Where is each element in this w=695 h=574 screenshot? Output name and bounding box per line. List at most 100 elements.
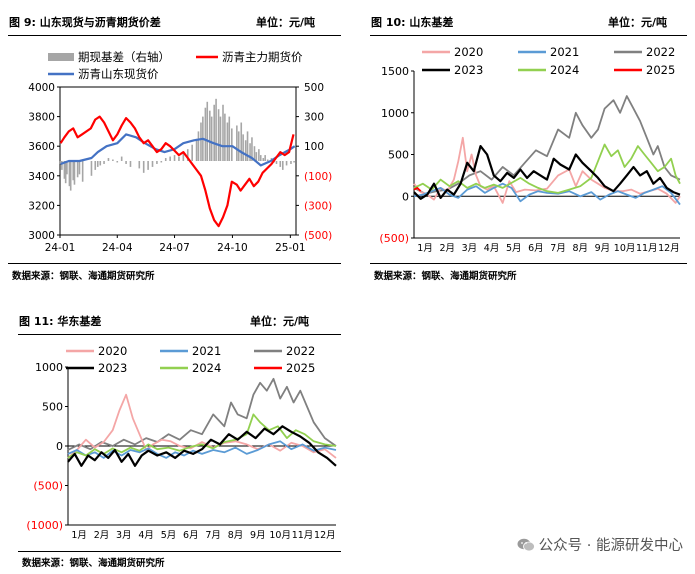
fig10-xtick-label: 6月	[528, 243, 544, 254]
figure-11-chart: 2020 2021 2022 2023 2024 2025 1000 500 0 (500) (10…	[26, 344, 337, 541]
fig10-xtick-label: 9月	[595, 243, 611, 254]
fig11-xtick-label: 4月	[138, 530, 154, 541]
figure-9-title-rule	[8, 35, 341, 36]
fig10-series-2023	[413, 144, 681, 200]
watermark-text: 公众号 · 能源研发中心	[538, 538, 683, 554]
figure-11-title: 图 11: 华东基差	[19, 315, 102, 328]
fig11-xtick-label: 8月	[228, 530, 244, 541]
fig9-basis-bar	[253, 146, 256, 161]
fig9-basis-bar	[169, 156, 171, 161]
fig11-xtick-label: 6月	[183, 530, 199, 541]
fig9-basis-bar	[73, 161, 76, 185]
account-watermark: 公众号 · 能源研发中心	[517, 534, 683, 555]
fig9-basis-bar	[81, 161, 84, 182]
fig9-basis-bar	[244, 140, 247, 161]
fig10-ytick-label: 0	[402, 190, 409, 203]
fig11-xtick-label: 5月	[161, 530, 177, 541]
fig9-basis-bar	[228, 116, 231, 161]
fig9-basis-bar	[222, 104, 224, 161]
figure-10-bottom-rule	[370, 263, 687, 264]
fig9-basis-bar	[178, 156, 180, 161]
fig10-xtick-label: 12月	[658, 243, 680, 254]
fig9-basis-bar	[156, 161, 158, 164]
fig9-basis-bar	[215, 98, 217, 161]
fig9-basis-bar	[112, 159, 114, 161]
fig10-xtick-label: 3月	[462, 243, 478, 254]
fig10-series-2020	[413, 136, 681, 204]
fig10-ytick-label: 1500	[381, 65, 409, 78]
fig11-xtick-label: 11月	[292, 530, 314, 541]
fig11-ytick-label: (1000)	[26, 519, 63, 532]
fig9-xtick-label: 24-10	[217, 242, 248, 254]
fig9-basis-bar	[116, 161, 119, 163]
fig11-xtick-label: 12月	[314, 530, 336, 541]
fig9-basis-bar	[182, 152, 185, 161]
fig9-basis-bar	[64, 161, 67, 184]
fig9-y2tick-label: (300)	[304, 200, 332, 212]
fig9-basis-bar	[59, 161, 62, 164]
fig10-series-2025	[413, 186, 422, 192]
fig9-futures-line	[59, 115, 295, 228]
figure-10-panel: 图 10: 山东基差 单位：元/吨 2020 2021 2022 2023 2024 20…	[350, 0, 695, 290]
fig10-xtick-label: 10月	[614, 243, 636, 254]
fig9-basis-bar	[240, 122, 243, 161]
fig9-basis-bar	[61, 161, 63, 170]
fig9-basis-bar	[120, 156, 123, 161]
fig11-ytick-label: 0	[56, 440, 63, 453]
fig9-basis-bar	[206, 101, 209, 161]
fig11-legend-2023-label: 2023	[98, 361, 127, 375]
fig9-basis-bar	[197, 131, 200, 161]
fig10-xtick-label: 8月	[572, 243, 588, 254]
fig9-ytick-label: 3000	[28, 230, 55, 242]
fig9-basis-bar	[204, 107, 207, 161]
fig9-basis-bar	[231, 128, 233, 161]
figure-11-title-rule	[18, 334, 341, 335]
fig11-series-2024	[67, 413, 337, 459]
fig10-xtick-label: 2月	[439, 243, 455, 254]
fig9-basis-bar	[173, 155, 176, 161]
fig10-xtick-label: 7月	[550, 243, 566, 254]
fig11-xtick-label: 9月	[250, 530, 266, 541]
fig10-ytick-label: 500	[388, 149, 409, 162]
fig9-basis-bar	[63, 161, 66, 179]
fig9-basis-bar	[224, 113, 226, 161]
fig9-xtick-label: 24-04	[102, 242, 133, 254]
fig9-ytick-label: 3600	[28, 141, 55, 153]
fig9-basis-bar	[191, 144, 193, 161]
fig9-y2tick-label: (500)	[304, 230, 332, 242]
fig10-series-2024	[413, 143, 681, 194]
figure-9-bottom-rule	[8, 263, 341, 264]
figure-11-source: 数据来源：钢联、海通期货研究所	[22, 558, 165, 569]
figure-10-title-rule	[370, 35, 687, 36]
fig9-basis-bar	[279, 161, 282, 167]
fig11-legend-2025-label: 2025	[286, 361, 315, 375]
fig9-ytick-label: 3200	[28, 200, 55, 212]
fig9-basis-bar	[290, 161, 292, 164]
fig11-series-2022	[67, 377, 337, 451]
figure-10-chart: 2020 2021 2022 2023 2024 2025 1500 1000 500 0 (500…	[379, 45, 681, 254]
fig9-basis-bar	[293, 161, 295, 163]
fig11-series-2023	[67, 425, 337, 467]
fig9-basis-bar	[99, 161, 102, 166]
fig9-basis-bar	[96, 161, 99, 167]
fig9-basis-bar	[255, 152, 258, 161]
fig9-basis-bar	[186, 149, 189, 161]
wechat-icon	[517, 538, 535, 552]
fig9-basis-bar	[213, 104, 215, 161]
fig9-basis-bar	[249, 143, 251, 161]
fig9-basis-bar	[68, 161, 71, 187]
fig10-legend-2025-label: 2025	[646, 63, 675, 77]
fig9-basis-bar	[285, 161, 288, 166]
fig9-basis-bar	[236, 125, 238, 161]
fig11-ytick-label: 1000	[35, 361, 63, 374]
fig10-series-2021	[413, 182, 681, 206]
fig9-basis-bar	[94, 161, 97, 170]
fig9-basis-bar	[76, 161, 79, 178]
fig11-legend-2020-label: 2020	[98, 344, 127, 358]
fig9-y2tick-label: 500	[304, 82, 324, 94]
fig9-basis-bar	[164, 158, 167, 161]
figure-9-title: 图 9: 山东现货与沥青期货价差	[9, 16, 161, 29]
fig9-basis-bar	[129, 161, 132, 167]
fig9-basis-bar	[266, 159, 269, 161]
fig10-legend-2023-label: 2023	[454, 63, 483, 77]
